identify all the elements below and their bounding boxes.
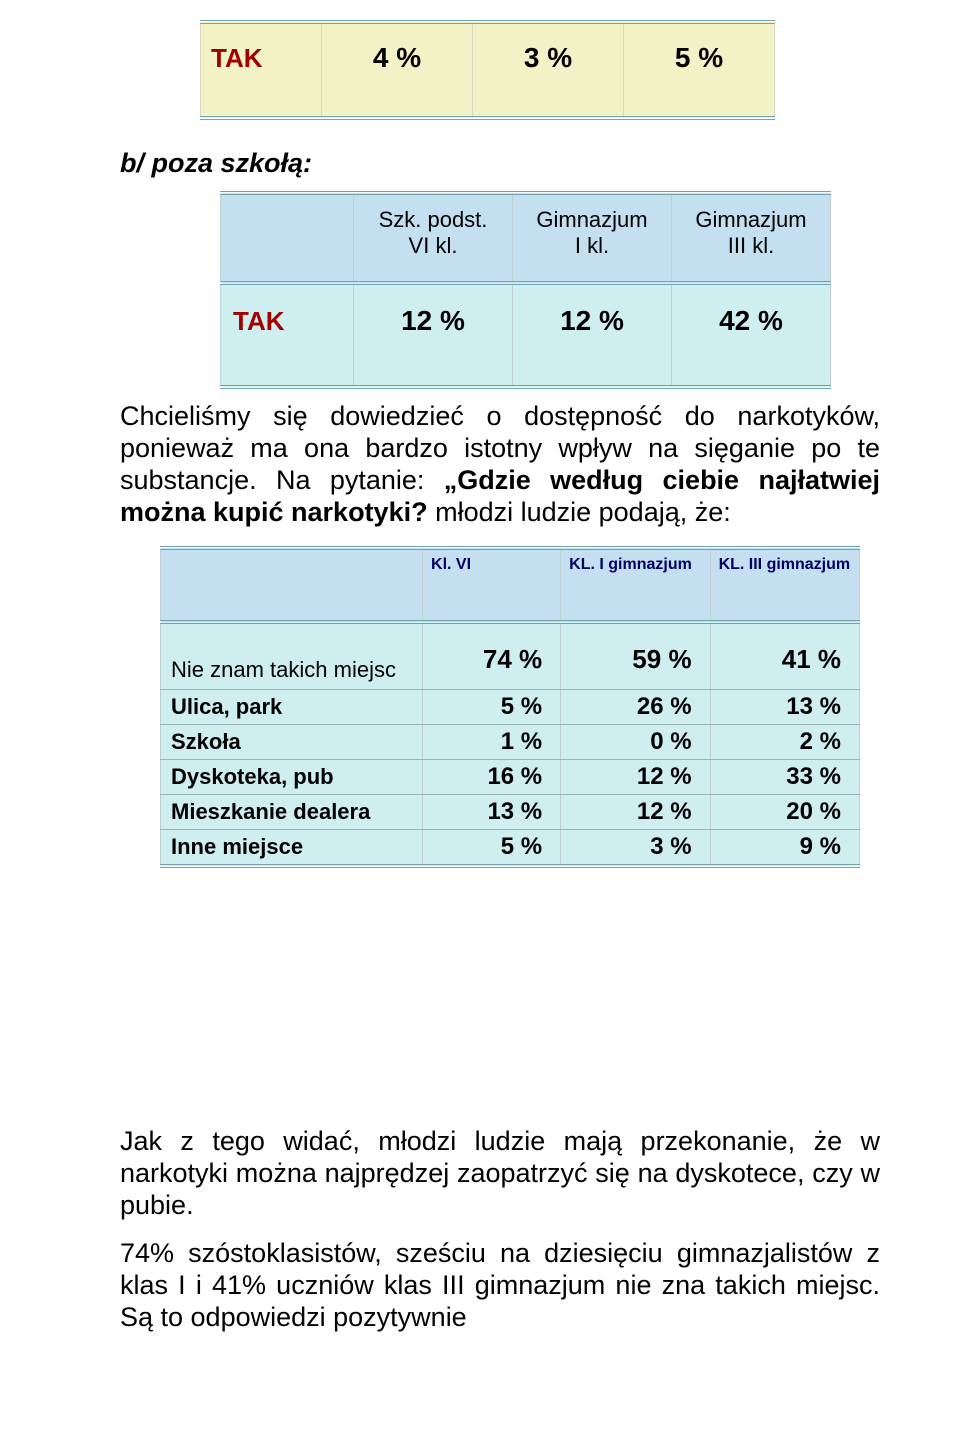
table2-cell: 12 % — [354, 283, 513, 387]
table2-label: TAK — [221, 283, 354, 387]
paragraph-conclusion-1: Jak z tego widać, młodzi ludzie mają prz… — [120, 1126, 880, 1222]
table3-row-label: Ulica, park — [161, 690, 423, 725]
table1-cell: 5 % — [624, 22, 775, 118]
table3-cell: 33 % — [710, 760, 859, 795]
table3-row-label: Dyskoteka, pub — [161, 760, 423, 795]
table1-cell: 3 % — [473, 22, 624, 118]
table3-cell: 5 % — [423, 690, 561, 725]
table2-header: Gimnazjum I kl. — [513, 193, 672, 283]
table3-cell: 2 % — [710, 725, 859, 760]
table3-cell: 74 % — [423, 622, 561, 690]
table3-cell: 59 % — [561, 622, 710, 690]
table-places: Kl. VI KL. I gimnazjum KL. III gimnazjum… — [160, 546, 860, 868]
table3-cell: 13 % — [710, 690, 859, 725]
table3-row-label: Mieszkanie dealera — [161, 795, 423, 830]
table2-cell: 12 % — [513, 283, 672, 387]
table3-cell: 26 % — [561, 690, 710, 725]
table2-cell: 42 % — [672, 283, 831, 387]
table3-cell: 1 % — [423, 725, 561, 760]
table3-cell: 3 % — [561, 830, 710, 867]
paragraph-question: Chcieliśmy się dowiedzieć o dostępność d… — [120, 401, 880, 528]
table3-cell: 20 % — [710, 795, 859, 830]
table3-cell: 13 % — [423, 795, 561, 830]
table3-header: KL. I gimnazjum — [561, 548, 710, 622]
table3-cell: 16 % — [423, 760, 561, 795]
table3-header: Kl. VI — [423, 548, 561, 622]
table3-cell: 9 % — [710, 830, 859, 867]
table3-header: KL. III gimnazjum — [710, 548, 859, 622]
paragraph-conclusion-2: 74% szóstoklasistów, sześciu na dziesięc… — [120, 1238, 880, 1334]
table1-cell: 4 % — [322, 22, 473, 118]
table3-header-empty — [161, 548, 423, 622]
table3-row-label: Nie znam takich miejsc — [161, 622, 423, 690]
table3-cell: 0 % — [561, 725, 710, 760]
table3-row-label: Szkoła — [161, 725, 423, 760]
table2-header-empty — [221, 193, 354, 283]
table1-label: TAK — [201, 22, 322, 118]
table3-cell: 12 % — [561, 795, 710, 830]
table2-header: Gimnazjum III kl. — [672, 193, 831, 283]
table-tak-2: Szk. podst. VI kl. Gimnazjum I kl. Gimna… — [220, 191, 831, 389]
table3-row-label: Inne miejsce — [161, 830, 423, 867]
table3-cell: 41 % — [710, 622, 859, 690]
table-tak-1: TAK 4 % 3 % 5 % — [200, 20, 775, 120]
heading-poza-szkola: b/ poza szkołą: — [120, 148, 880, 179]
table2-header: Szk. podst. VI kl. — [354, 193, 513, 283]
table3-cell: 5 % — [423, 830, 561, 867]
table3-cell: 12 % — [561, 760, 710, 795]
